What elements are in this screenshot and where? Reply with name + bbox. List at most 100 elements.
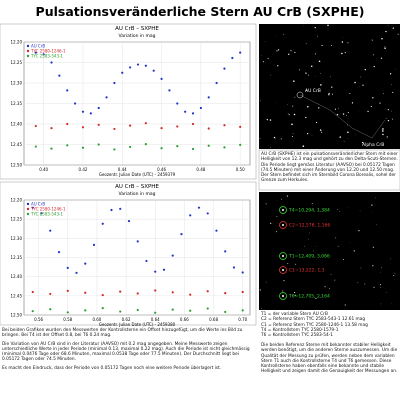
data-point [206, 290, 209, 293]
star [282, 255, 284, 257]
legend-marker [26, 44, 30, 48]
data-point [31, 290, 34, 294]
star [270, 147, 272, 148]
star [380, 303, 382, 305]
data-point [49, 308, 52, 311]
y-tick-label: 12.45 [11, 293, 23, 298]
star [311, 134, 313, 136]
field-label: C1=13,222, 1,3 [289, 268, 325, 274]
star [382, 133, 384, 136]
star [290, 50, 292, 52]
star [307, 132, 309, 135]
star [392, 27, 394, 29]
data-point [223, 67, 226, 70]
star [373, 286, 375, 288]
star [303, 245, 305, 247]
data-point [241, 309, 244, 312]
data-point [127, 219, 131, 223]
data-point [162, 268, 166, 271]
data-point [81, 126, 85, 129]
data-point [232, 266, 236, 269]
star [330, 273, 332, 275]
x-tick-label: 0.56 [34, 317, 43, 322]
data-point [58, 74, 61, 77]
aperture [279, 206, 287, 214]
star [280, 138, 282, 140]
star [308, 232, 310, 234]
star [288, 53, 290, 55]
chart-title: AU CrB – SXPHE [115, 184, 159, 190]
data-point [241, 271, 244, 274]
data-point [189, 214, 192, 217]
star [341, 52, 343, 55]
page-title: Pulsationsveränderliche Stern AU CrB (SX… [35, 4, 365, 19]
star [261, 307, 262, 309]
star [294, 96, 296, 98]
star [379, 102, 381, 104]
star [337, 209, 339, 210]
star [380, 272, 381, 273]
star [392, 91, 394, 93]
data-point [207, 144, 210, 147]
data-point [84, 262, 87, 265]
data-point [176, 145, 179, 148]
star [294, 51, 296, 54]
star [294, 294, 296, 296]
y-tick-label: 12.40 [11, 274, 23, 279]
paragraph: Es macht den Eindruck, dass der Periode … [2, 365, 222, 371]
data-point [223, 146, 226, 149]
star [319, 129, 322, 131]
chart-subtitle: Variation in mag [119, 191, 156, 197]
data-point [144, 64, 147, 67]
data-point [113, 127, 116, 131]
data-point [215, 229, 218, 232]
data-point [191, 122, 195, 126]
data-point [224, 250, 227, 253]
star [282, 295, 284, 297]
x-axis-label: Geozentr. Julian Date (UTC) - 2459379 [99, 172, 176, 177]
data-point [40, 212, 43, 215]
x-tick-label: 0.40 [39, 167, 48, 172]
star [371, 39, 373, 41]
star [360, 76, 362, 78]
star [332, 93, 334, 95]
legend-marker [26, 49, 30, 53]
star [293, 113, 296, 116]
data-point [207, 96, 210, 99]
star [349, 92, 351, 94]
field-label: T6=12,705, 2,164 [288, 294, 330, 300]
y-tick-label: 12.30 [11, 81, 23, 86]
data-point [224, 310, 227, 314]
star [327, 24, 329, 27]
star [361, 141, 364, 144]
data-point [184, 110, 187, 113]
star [318, 107, 320, 109]
star [281, 198, 282, 200]
star [337, 245, 339, 247]
star [351, 102, 354, 104]
data-point [154, 311, 157, 314]
star [380, 57, 383, 59]
star [344, 304, 346, 306]
star [379, 287, 381, 288]
data-point [197, 206, 201, 209]
star [385, 118, 387, 119]
y-tick-label: 12.25 [11, 217, 23, 222]
data-point [144, 122, 147, 125]
x-tick-label: 0.68 [209, 317, 218, 322]
data-point [136, 308, 139, 312]
data-point [160, 77, 163, 80]
aperture [279, 292, 287, 300]
data-point [50, 147, 53, 150]
x-tick-label: 0.46 [157, 167, 166, 172]
y-tick-label: 12.50 [11, 313, 23, 318]
y-tick-label: 12.35 [11, 101, 23, 106]
star [275, 231, 277, 233]
star [313, 250, 314, 252]
y-tick-label: 12.20 [11, 40, 23, 45]
star [283, 34, 285, 35]
star [315, 121, 318, 124]
star [321, 44, 323, 47]
data-point [154, 270, 157, 273]
